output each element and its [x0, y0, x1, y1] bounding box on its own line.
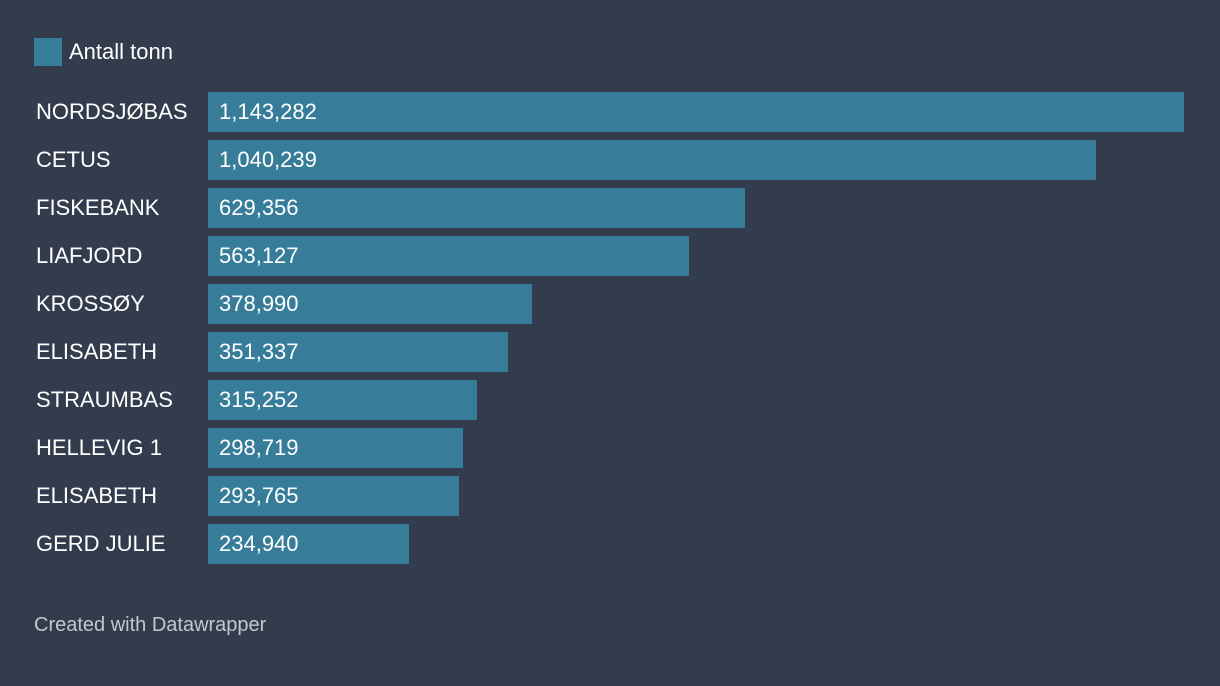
- credit-text[interactable]: Created with Datawrapper: [34, 614, 267, 636]
- bar[interactable]: [208, 524, 409, 564]
- bar-value-label: 298,719: [219, 435, 299, 460]
- legend-label: Antall tonn: [69, 39, 173, 64]
- bar-row: HELLEVIG 1 298,719: [0, 428, 1220, 468]
- category-label: ELISABETH: [36, 339, 158, 364]
- bar[interactable]: [208, 140, 1096, 180]
- bar-row: STRAUMBAS 315,252: [0, 380, 1220, 420]
- bar-row: CETUS 1,040,239: [0, 140, 1220, 180]
- category-label: GERD JULIE: [36, 531, 166, 556]
- bar-value-label: 1,143,282: [219, 99, 317, 124]
- category-label: CETUS: [36, 147, 111, 172]
- bar-row: ELISABETH 293,765: [0, 476, 1220, 516]
- category-label: FISKEBANK: [36, 195, 160, 220]
- bar[interactable]: [208, 236, 689, 276]
- bar-row: KROSSØY 378,990: [0, 284, 1220, 324]
- bar[interactable]: [208, 188, 745, 228]
- bar-value-label: 315,252: [219, 387, 299, 412]
- bar[interactable]: [208, 284, 532, 324]
- bar-value-label: 629,356: [219, 195, 299, 220]
- category-label: ELISABETH: [36, 483, 158, 508]
- category-label: STRAUMBAS: [36, 387, 173, 412]
- bar[interactable]: [208, 476, 459, 516]
- category-label: NORDSJØBAS: [36, 99, 188, 124]
- bar[interactable]: [208, 332, 508, 372]
- category-label: HELLEVIG 1: [36, 435, 162, 460]
- legend: Antall tonn: [34, 38, 173, 66]
- bar-value-label: 378,990: [219, 291, 299, 316]
- bar[interactable]: [208, 380, 477, 420]
- bar[interactable]: [208, 428, 463, 468]
- bar[interactable]: [208, 92, 1184, 132]
- bar-value-label: 351,337: [219, 339, 299, 364]
- bar-value-label: 563,127: [219, 243, 299, 268]
- category-label: KROSSØY: [36, 291, 145, 316]
- bar-row: ELISABETH 351,337: [0, 332, 1220, 372]
- bar-value-label: 293,765: [219, 483, 299, 508]
- category-label: LIAFJORD: [36, 243, 143, 268]
- bar-row: LIAFJORD 563,127: [0, 236, 1220, 276]
- bar-row: GERD JULIE 234,940: [0, 524, 1220, 564]
- legend-swatch: [34, 38, 62, 66]
- bar-row: NORDSJØBAS 1,143,282: [0, 92, 1220, 132]
- bar-value-label: 234,940: [219, 531, 299, 556]
- bar-value-label: 1,040,239: [219, 147, 317, 172]
- bar-row: FISKEBANK 629,356: [0, 188, 1220, 228]
